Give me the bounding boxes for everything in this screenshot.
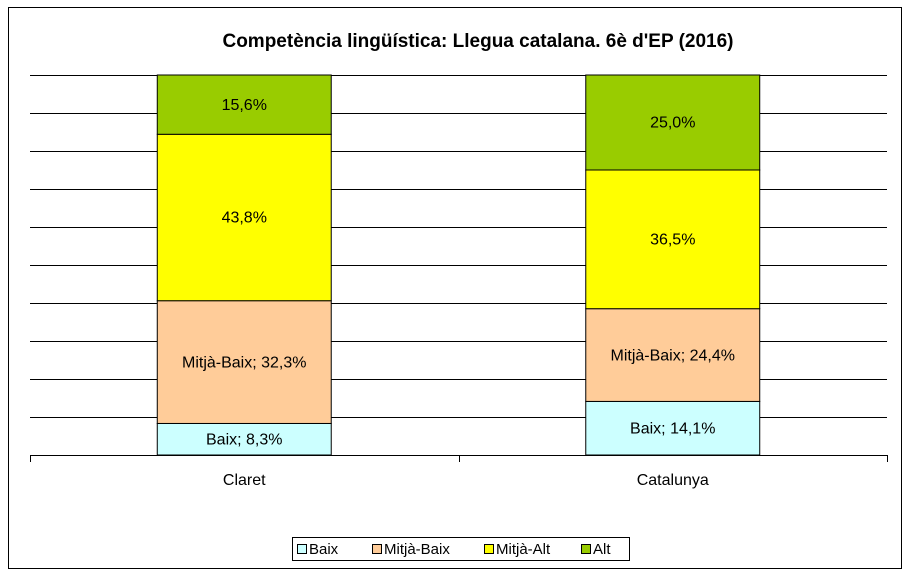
legend-swatch bbox=[581, 544, 591, 554]
data-label: 15,6% bbox=[222, 97, 267, 114]
legend-label: Mitjà-Baix bbox=[384, 541, 450, 558]
chart-border bbox=[8, 7, 902, 569]
bar-segment bbox=[585, 400, 761, 456]
data-label: 25,0% bbox=[650, 115, 695, 132]
data-label: Baix; 8,3% bbox=[206, 431, 282, 448]
legend-label: Mitjà-Alt bbox=[496, 541, 551, 558]
chart-title: Competència lingüística: Llegua catalana… bbox=[222, 31, 733, 52]
bar-segment bbox=[585, 308, 761, 402]
bar-segment bbox=[156, 133, 332, 302]
data-label: 36,5% bbox=[650, 232, 695, 249]
bar-segment bbox=[156, 300, 332, 424]
legend-swatch bbox=[484, 544, 494, 554]
legend-swatch bbox=[297, 544, 307, 554]
bar-segment bbox=[156, 422, 332, 456]
legend-label: Baix bbox=[309, 541, 339, 558]
data-label: 43,8% bbox=[222, 210, 267, 227]
legend-box bbox=[292, 537, 630, 561]
legend-swatch bbox=[372, 544, 382, 554]
x-tick-label: Claret bbox=[223, 472, 266, 489]
x-tick-label: Catalunya bbox=[637, 472, 709, 489]
data-label: Mitjà-Baix; 32,3% bbox=[182, 354, 307, 371]
data-label: Baix; 14,1% bbox=[630, 420, 715, 437]
legend-label: Alt bbox=[593, 541, 611, 558]
data-label: Mitjà-Baix; 24,4% bbox=[611, 347, 736, 364]
bar-segment bbox=[585, 74, 761, 171]
bar-segment bbox=[156, 74, 332, 135]
